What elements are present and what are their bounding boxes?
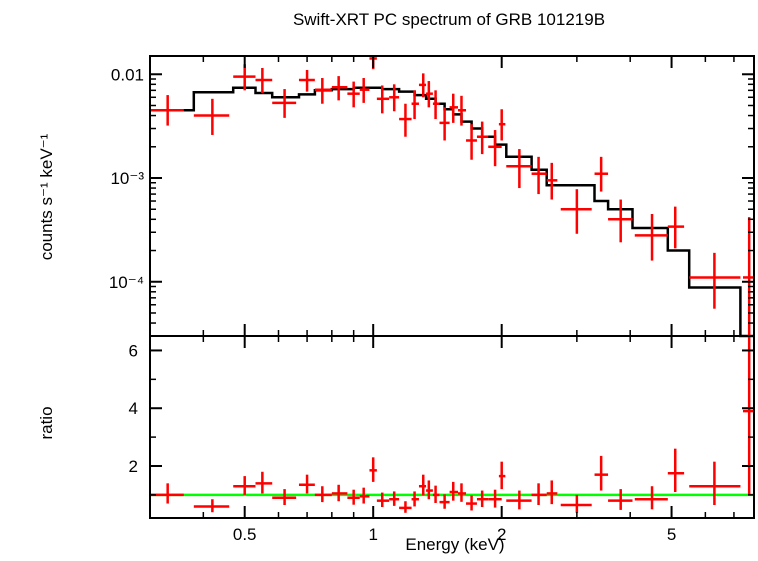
ratio-y-tick-label: 6	[129, 341, 138, 360]
x-tick-label: 1	[368, 525, 377, 544]
x-axis-label: Energy (keV)	[405, 535, 504, 554]
ratio-y-tick-label: 2	[129, 457, 138, 476]
model-step-line	[150, 86, 754, 338]
ratio-panel-frame	[149, 335, 755, 519]
x-tick-label: 2	[497, 525, 506, 544]
y-axis-label-spectrum: counts s⁻¹ keV⁻¹	[37, 133, 56, 260]
chart-title: Swift-XRT PC spectrum of GRB 101219B	[293, 10, 605, 29]
x-tick-label: 0.5	[233, 525, 257, 544]
spectrum-y-tick-label: 10⁻³	[110, 169, 144, 188]
y-axis-label-ratio: ratio	[37, 406, 56, 439]
plot-layer: 0.5 1 2 5 0.01 10⁻³ 10⁻⁴ 2 4 6	[109, 55, 755, 544]
x-tick-label: 5	[667, 525, 676, 544]
spectrum-y-tick-label: 0.01	[111, 65, 144, 84]
spectrum-y-tick-label: 10⁻⁴	[109, 273, 144, 292]
ratio-y-tick-label: 4	[129, 399, 138, 418]
